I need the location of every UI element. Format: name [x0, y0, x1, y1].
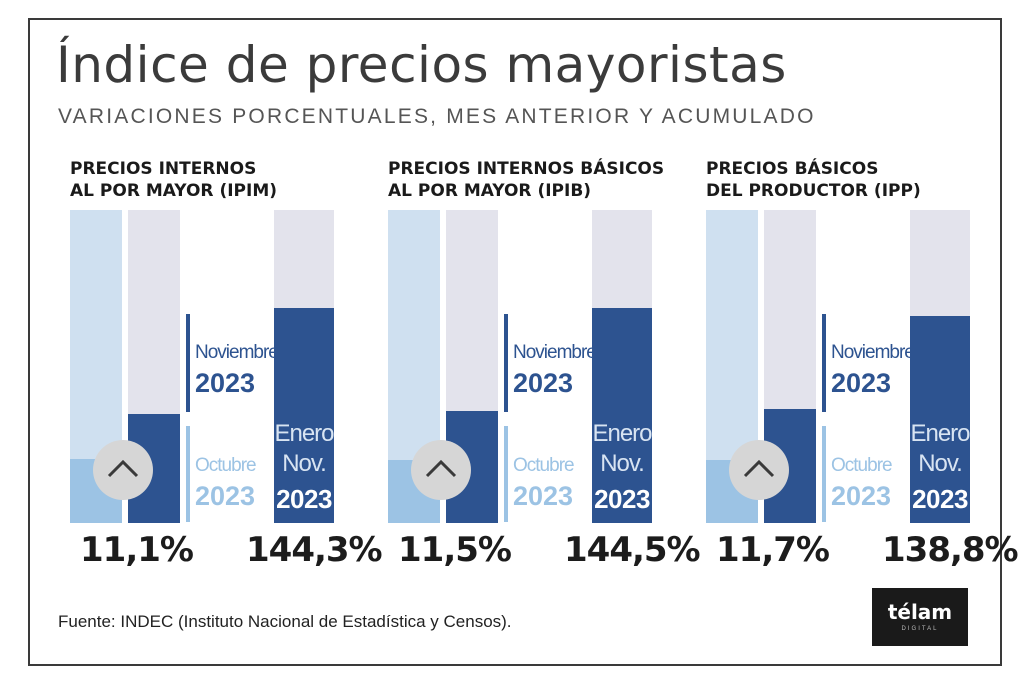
- bar-accumulated-fill: [592, 308, 652, 523]
- chart-panel: PRECIOS INTERNOS AL POR MAYOR (IPIM) Novie…: [56, 158, 383, 578]
- accumulated-label-line1: Enero: [910, 420, 970, 447]
- bar-accumulated: Enero Nov. 2023: [592, 210, 652, 523]
- trend-up-icon: [729, 440, 789, 500]
- legend-current-year: 2023: [195, 368, 256, 398]
- legend-current-year: 2023: [831, 368, 892, 398]
- legend-current-year: 2023: [513, 368, 574, 398]
- logo-name: télam: [887, 600, 953, 624]
- legend-previous-month: Octubre: [831, 455, 893, 476]
- legend-current-month: Noviembre: [195, 342, 279, 363]
- panel-title-line: PRECIOS INTERNOS: [70, 159, 257, 179]
- bar-accumulated: Enero Nov. 2023: [910, 210, 970, 523]
- legend-current-month: Noviembre: [831, 342, 915, 363]
- monthly-value-label: 11,1%: [80, 530, 194, 570]
- bar-accumulated-fill: [274, 308, 334, 523]
- accumulated-label-line2: Nov.: [918, 450, 963, 477]
- legend-previous-year: 2023: [513, 481, 574, 511]
- page-title: Índice de precios mayoristas: [56, 36, 787, 94]
- monthly-value-label: 11,5%: [398, 530, 512, 570]
- legend-bar-previous: [186, 426, 190, 522]
- legend-previous-year: 2023: [831, 481, 892, 511]
- logo-sub: DIGITAL: [901, 626, 939, 632]
- chart-panel: PRECIOS BÁSICOS DEL PRODUCTOR (IPP) Noviem…: [692, 158, 1019, 578]
- chart-panel: PRECIOS INTERNOS BÁSICOS AL POR MAYOR (IP…: [374, 158, 701, 578]
- panel-title: PRECIOS BÁSICOS DEL PRODUCTOR (IPP): [706, 158, 921, 202]
- panel-title: PRECIOS INTERNOS AL POR MAYOR (IPIM): [70, 158, 277, 202]
- trend-up-icon: [411, 440, 471, 500]
- bar-accumulated: Enero Nov. 2023: [274, 210, 334, 523]
- infographic-frame: [28, 18, 1002, 666]
- legend-bar-previous: [822, 426, 826, 522]
- accumulated-value-label: 144,3%: [246, 530, 383, 570]
- panel-title-line: PRECIOS INTERNOS BÁSICOS: [388, 159, 665, 179]
- trend-up-icon: [93, 440, 153, 500]
- accumulated-label-line1: Enero: [592, 420, 652, 447]
- page-subtitle: VARIACIONES PORCENTUALES, MES ANTERIOR Y…: [58, 105, 816, 128]
- accumulated-label-year: 2023: [276, 484, 332, 514]
- legend-bar-current: [504, 314, 508, 412]
- panel-title: PRECIOS INTERNOS BÁSICOS AL POR MAYOR (IP…: [388, 158, 664, 202]
- legend-bar-previous: [504, 426, 508, 522]
- legend-bar-current: [822, 314, 826, 412]
- legend-previous-month: Octubre: [513, 455, 575, 476]
- legend-bar-current: [186, 314, 190, 412]
- panel-title-line: DEL PRODUCTOR (IPP): [706, 181, 921, 201]
- accumulated-label-year: 2023: [594, 484, 650, 514]
- panel-title-line: AL POR MAYOR (IPIB): [388, 181, 592, 201]
- accumulated-value-label: 138,8%: [882, 530, 1019, 570]
- legend-previous-year: 2023: [195, 481, 256, 511]
- bar-accumulated-fill: [910, 316, 970, 523]
- monthly-value-label: 11,7%: [716, 530, 830, 570]
- panel-title-line: PRECIOS BÁSICOS: [706, 159, 879, 179]
- source-note: Fuente: INDEC (Instituto Nacional de Est…: [58, 612, 512, 631]
- accumulated-label-line2: Nov.: [282, 450, 327, 477]
- accumulated-label-line1: Enero: [274, 420, 334, 447]
- legend-current-month: Noviembre: [513, 342, 597, 363]
- accumulated-value-label: 144,5%: [564, 530, 701, 570]
- telam-logo: télam DIGITAL: [872, 588, 968, 646]
- accumulated-label-year: 2023: [912, 484, 968, 514]
- panel-title-line: AL POR MAYOR (IPIM): [70, 181, 278, 201]
- accumulated-label-line2: Nov.: [600, 450, 645, 477]
- legend-previous-month: Octubre: [195, 455, 257, 476]
